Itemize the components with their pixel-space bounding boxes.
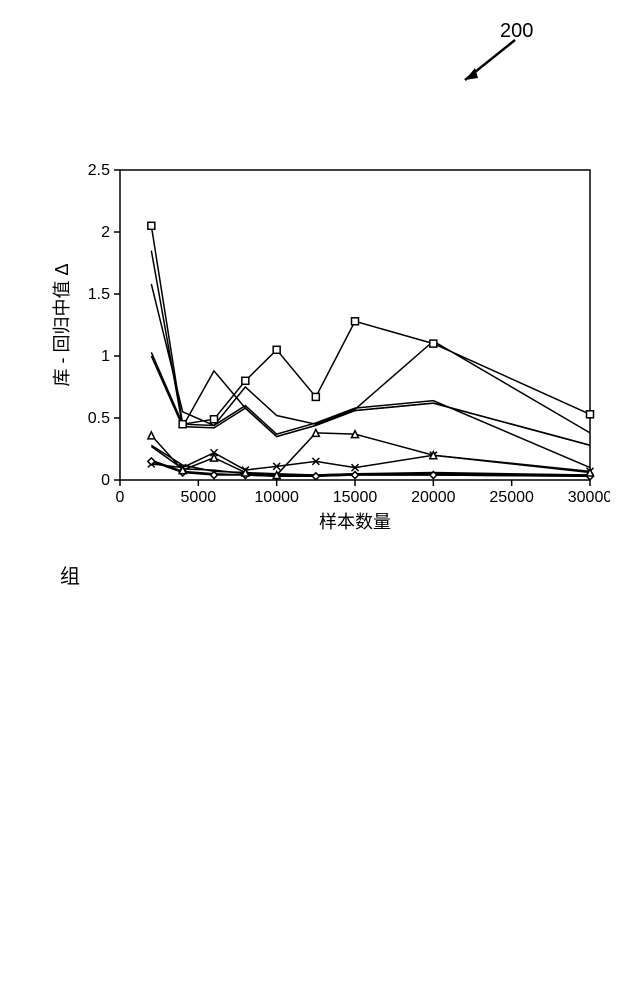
svg-text:库 - 回归中值 Δ: 库 - 回归中值 Δ — [52, 263, 72, 386]
svg-text:1: 1 — [101, 348, 110, 365]
svg-text:20000: 20000 — [411, 489, 456, 506]
svg-text:30000: 30000 — [568, 489, 610, 506]
svg-text:10000: 10000 — [254, 489, 299, 506]
svg-text:样本数量: 样本数量 — [319, 512, 391, 532]
legend: 组 — [60, 560, 610, 589]
svg-text:0: 0 — [101, 472, 110, 489]
legend-title: 组 — [60, 560, 610, 589]
svg-text:0.5: 0.5 — [88, 410, 110, 427]
svg-text:5000: 5000 — [181, 489, 217, 506]
figure-arrow-container: 200 — [20, 20, 610, 100]
svg-text:0: 0 — [116, 489, 125, 506]
arrow-icon — [20, 20, 630, 100]
line-chart: 0 5000 10000 15000 20000 25000 30000 0 0.5 1 1.5 2 2… — [50, 160, 610, 540]
svg-text:2.5: 2.5 — [88, 162, 110, 179]
svg-text:15000: 15000 — [333, 489, 378, 506]
svg-text:25000: 25000 — [489, 489, 534, 506]
svg-text:2: 2 — [101, 224, 110, 241]
svg-text:1.5: 1.5 — [88, 286, 110, 303]
